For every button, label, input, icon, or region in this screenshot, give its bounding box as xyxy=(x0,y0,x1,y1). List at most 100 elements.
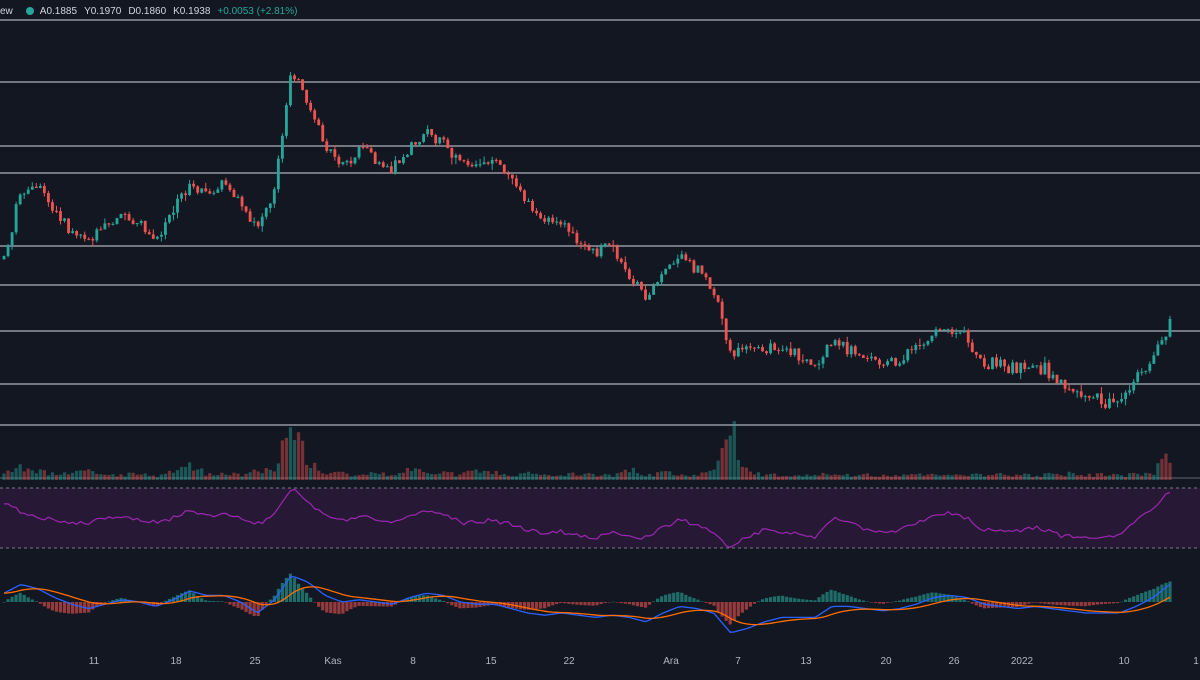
macd-histogram-bar xyxy=(668,593,672,602)
volume-bar xyxy=(244,473,248,480)
macd-histogram-bar xyxy=(700,601,704,602)
macd-histogram-bar xyxy=(559,602,563,604)
volume-bar xyxy=(224,474,228,480)
volume-bar xyxy=(974,473,978,480)
macd-histogram-bar xyxy=(200,598,204,602)
macd-histogram-bar xyxy=(103,602,107,603)
volume-bar xyxy=(54,474,59,480)
volume-bar xyxy=(405,467,410,480)
volume-bar xyxy=(321,473,325,480)
macd-histogram-bar xyxy=(764,597,769,602)
macd-histogram-bar xyxy=(1132,596,1136,602)
candle-body xyxy=(684,254,688,260)
volume-bar xyxy=(1071,473,1075,480)
volume-bar xyxy=(421,472,426,480)
volume-bar xyxy=(417,469,422,480)
macd-histogram-bar xyxy=(962,599,966,602)
volume-bar xyxy=(756,472,761,480)
macd-histogram-bar xyxy=(978,602,982,608)
candle-body xyxy=(414,142,417,145)
candle-body xyxy=(805,359,809,362)
candle-body xyxy=(143,221,147,233)
volume-bar xyxy=(111,474,115,480)
volume-bar xyxy=(50,472,55,480)
candle-body xyxy=(890,357,894,362)
macd-histogram-bar xyxy=(817,597,821,602)
macd-histogram-bar xyxy=(430,597,434,602)
volume-bar xyxy=(655,472,660,480)
macd-histogram-bar xyxy=(950,595,954,602)
x-axis-tick-label: 13 xyxy=(800,656,812,667)
volume-bar xyxy=(373,472,377,480)
macd-histogram-bar xyxy=(353,602,357,608)
macd-histogram-bar xyxy=(6,599,10,602)
macd-histogram-bar xyxy=(877,602,882,604)
candle-body xyxy=(498,160,502,165)
macd-histogram-bar xyxy=(841,593,845,602)
candle-body xyxy=(176,198,179,213)
volume-bar xyxy=(192,470,196,480)
macd-line xyxy=(3,576,1171,633)
candle-body xyxy=(765,351,768,354)
candle-body xyxy=(135,223,139,225)
volume-bar xyxy=(478,472,482,480)
macd-histogram-bar xyxy=(240,602,244,610)
volume-bar xyxy=(571,472,575,480)
candle-body xyxy=(514,178,518,187)
candle-body xyxy=(615,246,619,259)
candle-body xyxy=(232,190,236,198)
candle-body xyxy=(474,164,478,167)
volume-bar xyxy=(595,476,599,480)
candle-body xyxy=(317,119,321,126)
x-axis-tick-label: 26 xyxy=(948,656,960,667)
macd-histogram-bar xyxy=(793,598,797,602)
macd-histogram-bar xyxy=(42,602,46,607)
volume-bar xyxy=(1091,476,1095,480)
volume-bar xyxy=(179,466,184,480)
volume-bar xyxy=(139,474,143,480)
macd-histogram-bar xyxy=(643,602,648,608)
macd-histogram-bar xyxy=(325,602,329,613)
volume-bar xyxy=(720,447,724,480)
candle-body xyxy=(240,196,244,207)
candle-body xyxy=(260,216,264,227)
macd-histogram-bar xyxy=(470,602,474,608)
volume-bar xyxy=(740,466,744,480)
volume-bar xyxy=(885,475,890,480)
volume-bar xyxy=(829,475,833,480)
volume-bar xyxy=(131,472,135,480)
volume-bar xyxy=(187,462,192,480)
volume-bar xyxy=(252,469,256,480)
macd-histogram-bar xyxy=(1087,602,1091,606)
candle-body xyxy=(470,164,474,167)
macd-histogram-bar xyxy=(664,594,668,602)
ohlc-close: K0.1938 xyxy=(173,5,211,17)
volume-bar xyxy=(962,475,966,480)
macd-histogram-bar xyxy=(696,599,700,602)
candle-body xyxy=(63,218,66,221)
volume-bar xyxy=(135,474,139,480)
volume-bar xyxy=(534,473,539,480)
candle-body xyxy=(523,190,526,202)
macd-histogram-bar xyxy=(768,597,773,602)
candle-body xyxy=(958,332,962,334)
volume-bar xyxy=(470,470,474,480)
volume-bar xyxy=(603,473,607,480)
macd-histogram-bar xyxy=(756,601,761,602)
volume-bar xyxy=(668,471,672,480)
volume-bar xyxy=(958,474,962,480)
macd-histogram-bar xyxy=(232,602,236,607)
volume-bar xyxy=(151,475,155,480)
candle-body xyxy=(434,135,438,144)
candle-body xyxy=(462,160,466,162)
market-status-dot-icon xyxy=(25,7,34,15)
candle-body xyxy=(995,357,998,367)
macd-histogram-bar xyxy=(615,602,619,603)
macd-histogram-bar xyxy=(837,592,841,602)
macd-histogram-bar xyxy=(894,601,898,602)
macd-histogram-bar xyxy=(789,597,793,602)
macd-histogram-bar xyxy=(466,602,470,608)
candle-body xyxy=(1168,319,1172,337)
